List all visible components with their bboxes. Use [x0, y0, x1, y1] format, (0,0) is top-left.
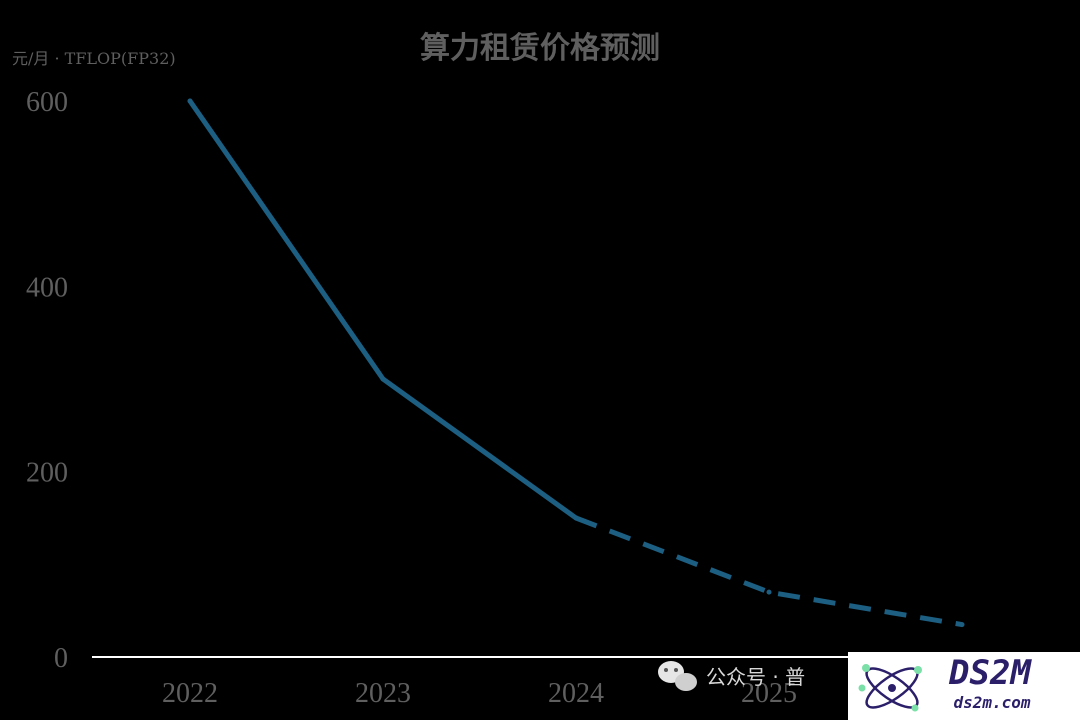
ds2m-logo-subtext: ds2m.com — [953, 693, 1030, 712]
y-tick-label: 600 — [26, 87, 68, 118]
series-point — [959, 622, 965, 628]
x-tick-label: 2025 — [741, 678, 797, 709]
series-line-actual — [187, 98, 579, 521]
y-axis-unit-label: 元/月 · TFLOP(FP32) — [12, 49, 176, 68]
series-point — [187, 98, 193, 104]
y-axis-ticks: 0 200 400 600 — [26, 87, 68, 674]
wechat-watermark: 公众号 · 普 — [658, 661, 805, 691]
wechat-icon — [658, 661, 697, 691]
x-axis-ticks: 2022 2023 2024 2025 — [162, 678, 797, 709]
ds2m-logo: DS2M ds2m.com — [848, 652, 1080, 720]
chart-title: 算力租赁价格预测 — [420, 31, 660, 66]
y-tick-label: 200 — [26, 458, 68, 489]
ds2m-logo-text: DS2M — [948, 653, 1032, 693]
series-line-forecast — [575, 515, 963, 628]
atom-icon — [858, 664, 922, 712]
x-tick-label: 2023 — [355, 678, 411, 709]
x-tick-label: 2024 — [548, 678, 604, 709]
series-point — [380, 376, 386, 382]
y-tick-label: 0 — [54, 643, 68, 674]
series-point — [766, 589, 772, 595]
series-layer — [187, 98, 965, 628]
y-tick-label: 400 — [26, 272, 68, 303]
wechat-watermark-text: 公众号 · 普 — [706, 665, 805, 689]
x-tick-label: 2022 — [162, 678, 218, 709]
series-point — [573, 515, 579, 521]
